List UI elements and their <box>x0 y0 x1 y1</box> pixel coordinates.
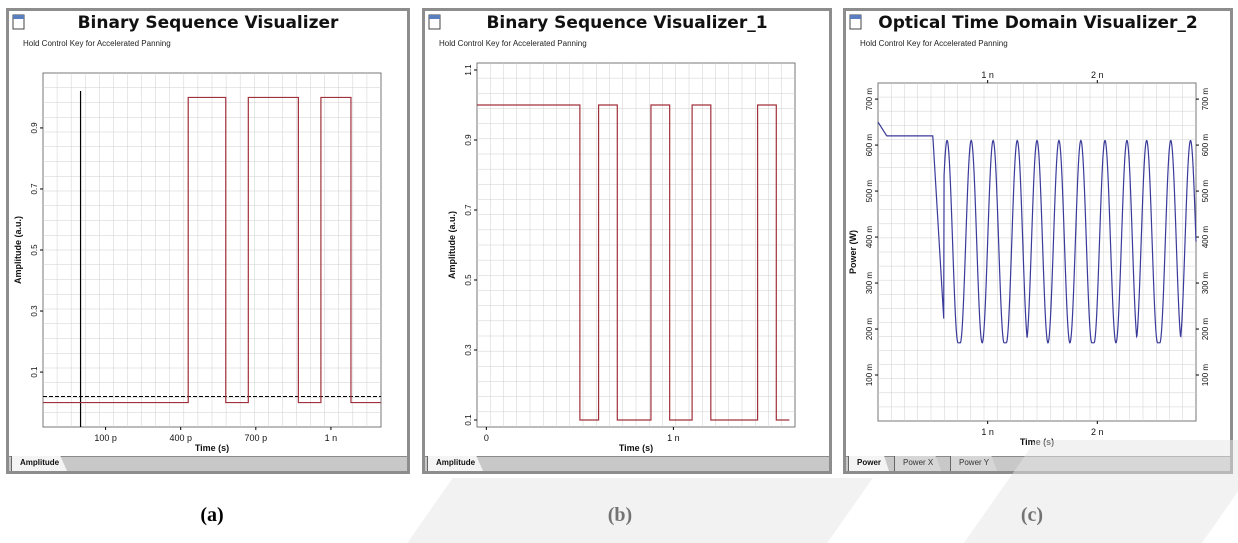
caption-a: (a) <box>200 504 224 526</box>
tab-amplitude[interactable]: Amplitude <box>11 456 68 471</box>
y-tick-label-right: 300 m <box>1201 272 1210 295</box>
x-axis-label: Time (s) <box>619 443 653 453</box>
y-tick-label: 0.1 <box>30 366 39 378</box>
y-tick-label: 500 m <box>865 180 874 203</box>
tab-power-y[interactable]: Power Y <box>950 456 998 471</box>
panning-hint: Hold Control Key for Accelerated Panning <box>23 39 171 48</box>
tab-power-x[interactable]: Power X <box>894 456 942 471</box>
x-tick-label-top: 1 n <box>981 70 994 80</box>
window-title: Binary Sequence Visualizer <box>77 13 339 33</box>
y-tick-label-right: 700 m <box>1201 88 1210 111</box>
y-tick-label: 0.9 <box>464 134 473 146</box>
x-tick-label: 0 <box>484 433 489 443</box>
x-axis-label: Time (s) <box>195 443 229 453</box>
visualizer-window-a: Binary Sequence Visualizer Hold Control … <box>6 8 410 474</box>
y-tick-label-right: 400 m <box>1201 226 1210 249</box>
y-axis-label: Power (W) <box>848 230 858 274</box>
x-tick-label-top: 2 n <box>1091 70 1104 80</box>
visualizer-window-c: Optical Time Domain Visualizer_2 Hold Co… <box>843 8 1233 474</box>
y-tick-label: 300 m <box>865 272 874 295</box>
y-tick-label: 0.7 <box>464 204 473 216</box>
panning-hint: Hold Control Key for Accelerated Panning <box>439 39 587 48</box>
document-icon <box>428 14 441 30</box>
document-icon <box>12 14 25 30</box>
visualizer-window-b: Binary Sequence Visualizer_1 Hold Contro… <box>422 8 832 474</box>
plot-area[interactable]: 100 m 100 m 200 m 200 m 300 m 300 m 400 m 400 m… <box>846 11 1230 455</box>
y-tick-label: 0.3 <box>30 305 39 317</box>
x-tick-label: 1 n <box>667 433 680 443</box>
plot-area[interactable]: 0.1 0.3 0.5 0.7 0.9 1.1 0 1 n Time (s) Amplitude … <box>425 11 829 455</box>
y-tick-label: 0.9 <box>30 122 39 134</box>
signal-series <box>43 96 381 404</box>
background-watermark <box>407 478 873 543</box>
y-tick-label: 0.5 <box>30 244 39 256</box>
x-tick-label: 700 p <box>245 433 268 443</box>
y-tick-label: 1.1 <box>464 64 473 76</box>
y-tick-label: 700 m <box>865 88 874 111</box>
y-tick-label: 0.5 <box>464 274 473 286</box>
y-tick-label: 400 m <box>865 226 874 249</box>
window-title: Optical Time Domain Visualizer_2 <box>878 13 1198 33</box>
document-icon <box>849 14 862 30</box>
y-axis-label: Amplitude (a.u.) <box>447 211 457 279</box>
x-tick-label: 1 n <box>981 427 994 437</box>
plot-area[interactable]: 0.1 0.3 0.5 0.7 0.9 100 p 400 p 700 p 1 n Time (s… <box>9 11 407 455</box>
y-tick-label: 0.3 <box>464 344 473 356</box>
y-tick-label-right: 500 m <box>1201 180 1210 203</box>
y-tick-label-right: 100 m <box>1201 364 1210 387</box>
y-tick-label-right: 200 m <box>1201 318 1210 341</box>
power-series <box>877 121 1197 344</box>
x-tick-label: 2 n <box>1091 427 1104 437</box>
tab-amplitude[interactable]: Amplitude <box>427 456 484 471</box>
y-axis-label: Amplitude (a.u.) <box>13 216 23 284</box>
y-tick-label: 0.7 <box>30 183 39 195</box>
panning-hint: Hold Control Key for Accelerated Panning <box>860 39 1008 48</box>
y-tick-label: 600 m <box>865 134 874 157</box>
y-tick-label: 0.1 <box>464 414 473 426</box>
tab-bar: Amplitude <box>9 456 407 471</box>
window-title: Binary Sequence Visualizer_1 <box>486 13 768 33</box>
tab-bar: Amplitude <box>425 456 829 471</box>
signal-series <box>477 104 790 421</box>
y-tick-label: 200 m <box>865 318 874 341</box>
tab-power[interactable]: Power <box>848 456 890 471</box>
x-tick-label: 400 p <box>169 433 192 443</box>
x-tick-label: 1 n <box>325 433 338 443</box>
x-tick-label: 100 p <box>94 433 117 443</box>
y-tick-label-right: 600 m <box>1201 134 1210 157</box>
y-tick-label: 100 m <box>865 364 874 387</box>
